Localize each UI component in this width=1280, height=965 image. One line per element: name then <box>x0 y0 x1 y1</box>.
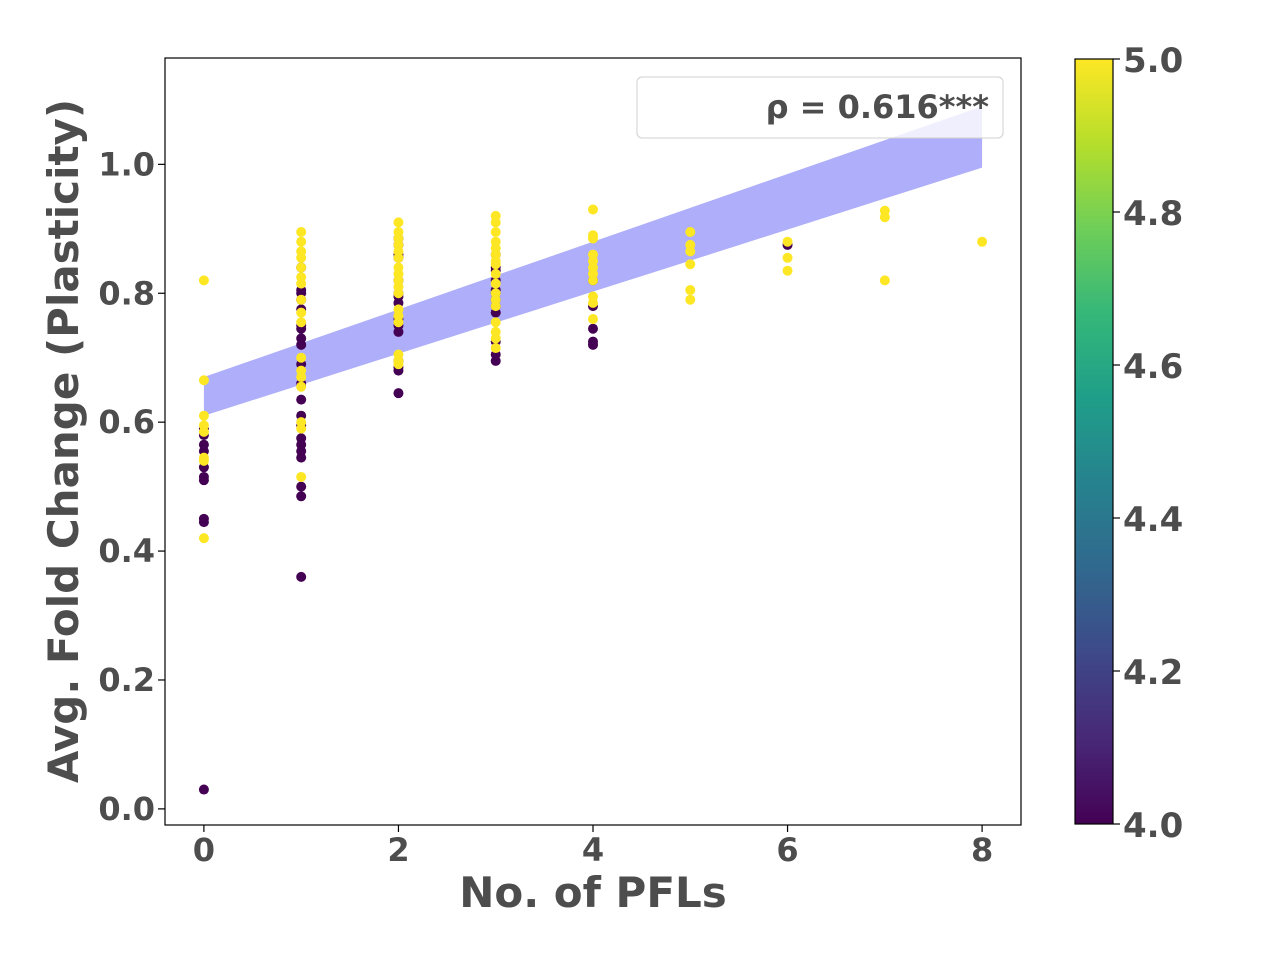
data-point <box>977 236 988 247</box>
x-tick-label: 8 <box>971 831 993 869</box>
data-point <box>198 784 209 795</box>
data-point <box>490 333 501 344</box>
data-point <box>490 217 501 228</box>
data-point <box>198 455 209 466</box>
data-point <box>490 278 501 289</box>
data-point <box>393 359 404 370</box>
data-point <box>393 317 404 328</box>
data-point <box>588 204 598 215</box>
x-tick-label: 6 <box>776 831 798 869</box>
data-point <box>296 571 307 582</box>
data-point <box>296 317 307 328</box>
y-axis-title: Avg. Fold Change (Plasticity) <box>39 99 88 783</box>
data-point <box>588 336 598 347</box>
data-point <box>685 227 696 238</box>
data-point <box>393 288 404 299</box>
x-tick-label: 4 <box>582 831 604 869</box>
data-point <box>296 481 307 492</box>
x-tick-label: 2 <box>387 831 409 869</box>
annotation-box: ρ = 0.616*** <box>636 76 1004 139</box>
data-point <box>393 252 404 263</box>
colorbar-gradient <box>1075 59 1113 824</box>
data-point <box>198 439 209 450</box>
y-tick-label: 0.2 <box>98 661 155 699</box>
data-point <box>198 533 209 544</box>
data-point <box>296 352 307 363</box>
data-point <box>685 285 696 296</box>
data-point <box>879 275 890 286</box>
colorbar-tick-label: 4.8 <box>1123 194 1183 234</box>
data-point <box>782 265 793 276</box>
data-point <box>296 227 307 238</box>
y-tick-label: 0.0 <box>98 790 155 828</box>
data-points-layer <box>198 204 988 795</box>
colorbar-tick-label: 4.2 <box>1123 653 1183 693</box>
y-axis: 0.0 0.2 0.4 0.6 0.8 1.0 <box>98 145 165 828</box>
data-point <box>588 314 598 325</box>
colorbar-ticks: 4.0 4.2 4.4 4.6 4.8 5.0 <box>1113 41 1183 846</box>
data-point <box>296 381 307 392</box>
x-tick-label: 0 <box>193 831 215 869</box>
data-point <box>879 212 890 223</box>
data-point <box>588 275 598 286</box>
data-point <box>296 307 307 318</box>
x-axis-title: No. of PFLs <box>459 868 727 917</box>
colorbar-tick-label: 4.6 <box>1123 347 1183 387</box>
data-point <box>296 294 307 305</box>
data-point <box>490 301 501 312</box>
data-point <box>490 227 501 238</box>
data-point <box>296 471 307 482</box>
data-point <box>588 323 598 334</box>
data-point <box>198 471 209 482</box>
data-point <box>393 388 404 399</box>
annotation-frame <box>636 76 1004 139</box>
data-point <box>490 343 501 354</box>
data-point <box>296 252 307 263</box>
data-point <box>296 423 307 434</box>
colorbar-tick-label: 5.0 <box>1123 41 1183 81</box>
y-tick-label: 1.0 <box>98 145 155 183</box>
data-point <box>490 268 501 279</box>
data-point <box>296 491 307 502</box>
data-point <box>393 217 404 228</box>
data-point <box>490 259 501 270</box>
colorbar-frame <box>1074 58 1114 825</box>
data-point <box>588 233 598 244</box>
colorbar-tick-label: 4.0 <box>1123 806 1183 846</box>
y-tick-label: 0.8 <box>98 274 155 312</box>
data-point <box>198 426 209 437</box>
data-point <box>296 236 307 247</box>
data-point <box>685 294 696 305</box>
data-point <box>198 513 209 524</box>
data-point <box>588 297 598 308</box>
data-point <box>198 410 209 421</box>
y-tick-label: 0.6 <box>98 403 155 441</box>
data-point <box>782 236 793 247</box>
colorbar-tick-label: 4.4 <box>1123 500 1183 540</box>
data-point <box>296 262 307 273</box>
data-point <box>296 278 307 289</box>
data-point <box>490 317 501 328</box>
data-point <box>685 246 696 257</box>
data-point <box>296 433 307 444</box>
data-point <box>685 259 696 270</box>
correlation-annotation: ρ = 0.616*** <box>766 88 990 126</box>
data-point <box>296 372 307 383</box>
data-point <box>296 333 307 344</box>
data-point <box>198 375 209 386</box>
y-tick-label: 0.4 <box>98 532 155 570</box>
x-axis: 0 2 4 6 8 <box>193 825 993 869</box>
data-point <box>782 252 793 263</box>
data-point <box>296 394 307 405</box>
colorbar: 4.0 4.2 4.4 4.6 4.8 5.0 <box>1074 41 1183 846</box>
data-point <box>198 275 209 286</box>
